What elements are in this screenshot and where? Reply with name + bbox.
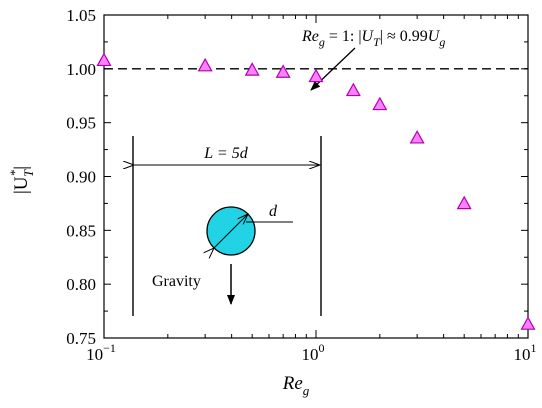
data-point [345, 82, 361, 97]
y-tick-label: 1.05 [66, 6, 96, 25]
y-tick-label: 0.80 [66, 275, 96, 294]
data-point [275, 64, 291, 78]
y-tick-label: 0.75 [66, 329, 96, 348]
data-point [197, 57, 213, 72]
annotation-text: Reg = 1: |UT| ≈ 0.99Ug [301, 28, 445, 49]
data-point [96, 52, 112, 67]
data-series [96, 52, 536, 330]
y-axis-label: |U*T| [7, 166, 36, 194]
x-axis-ticks: 10−1 100 101 [86, 15, 537, 364]
data-point [372, 96, 388, 111]
inset-gravity-label: Gravity [152, 273, 201, 290]
x-axis-label: Reg [282, 373, 310, 398]
y-tick-label: 0.90 [66, 168, 96, 187]
inset-diameter-arrow [214, 214, 248, 248]
data-point [244, 62, 260, 76]
y-axis-ticks: 0.75 0.80 0.85 0.90 0.95 1.00 1.05 [66, 6, 528, 348]
annotation: Reg = 1: |UT| ≈ 0.99Ug [301, 28, 445, 91]
annotation-arrow [310, 47, 356, 91]
y-tick-label: 0.85 [66, 221, 96, 240]
x-tick-label: 100 [302, 341, 325, 364]
data-point [308, 68, 324, 83]
inset-schematic: L = 5d d Gravity [133, 136, 322, 316]
inset-diameter-label: d [269, 203, 278, 220]
data-point [520, 316, 536, 330]
y-tick-label: 0.95 [66, 114, 96, 133]
y-tick-label: 1.00 [66, 60, 96, 79]
x-tick-label: 101 [514, 341, 537, 364]
inset-length-label: L = 5d [203, 145, 248, 162]
data-point [409, 130, 425, 144]
x-tick-label: 10−1 [86, 341, 116, 364]
data-point [456, 195, 472, 210]
